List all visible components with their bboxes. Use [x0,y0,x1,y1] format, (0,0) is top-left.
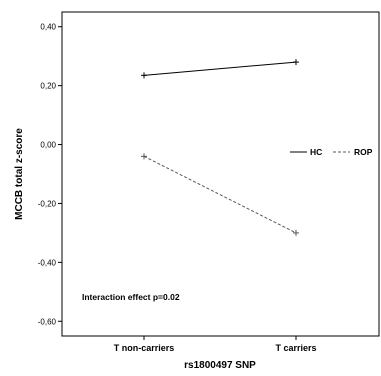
x-axis-title: rs1800497 SNP [184,360,256,371]
y-tick-label: -0,40 [38,258,57,267]
legend: HC ROP [290,147,373,157]
plot-frame [61,11,380,337]
series-layer [141,59,299,236]
x-tick-label: T carriers [275,343,316,353]
y-tick-label: -0,20 [38,199,57,208]
y-tick-label: 0,20 [40,82,56,91]
interaction-annotation: Interaction effect p=0.02 [82,292,180,302]
y-axis-title: MCCB total z-score [14,128,25,220]
series-line-rop [143,155,297,234]
y-tick-label: 0,00 [40,141,56,150]
x-axis-ticks: T non-carriers T carriers [114,336,317,353]
y-tick-label: -0,60 [38,317,57,326]
y-tick-label: 0,40 [40,23,56,32]
legend-label-hc: HC [310,147,322,157]
series-line-hc [143,61,297,76]
legend-label-rop: ROP [354,147,373,157]
x-tick-label: T non-carriers [114,343,175,353]
y-axis-ticks: -0,60 -0,40 -0,20 0,00 0,20 0,40 [38,23,62,326]
